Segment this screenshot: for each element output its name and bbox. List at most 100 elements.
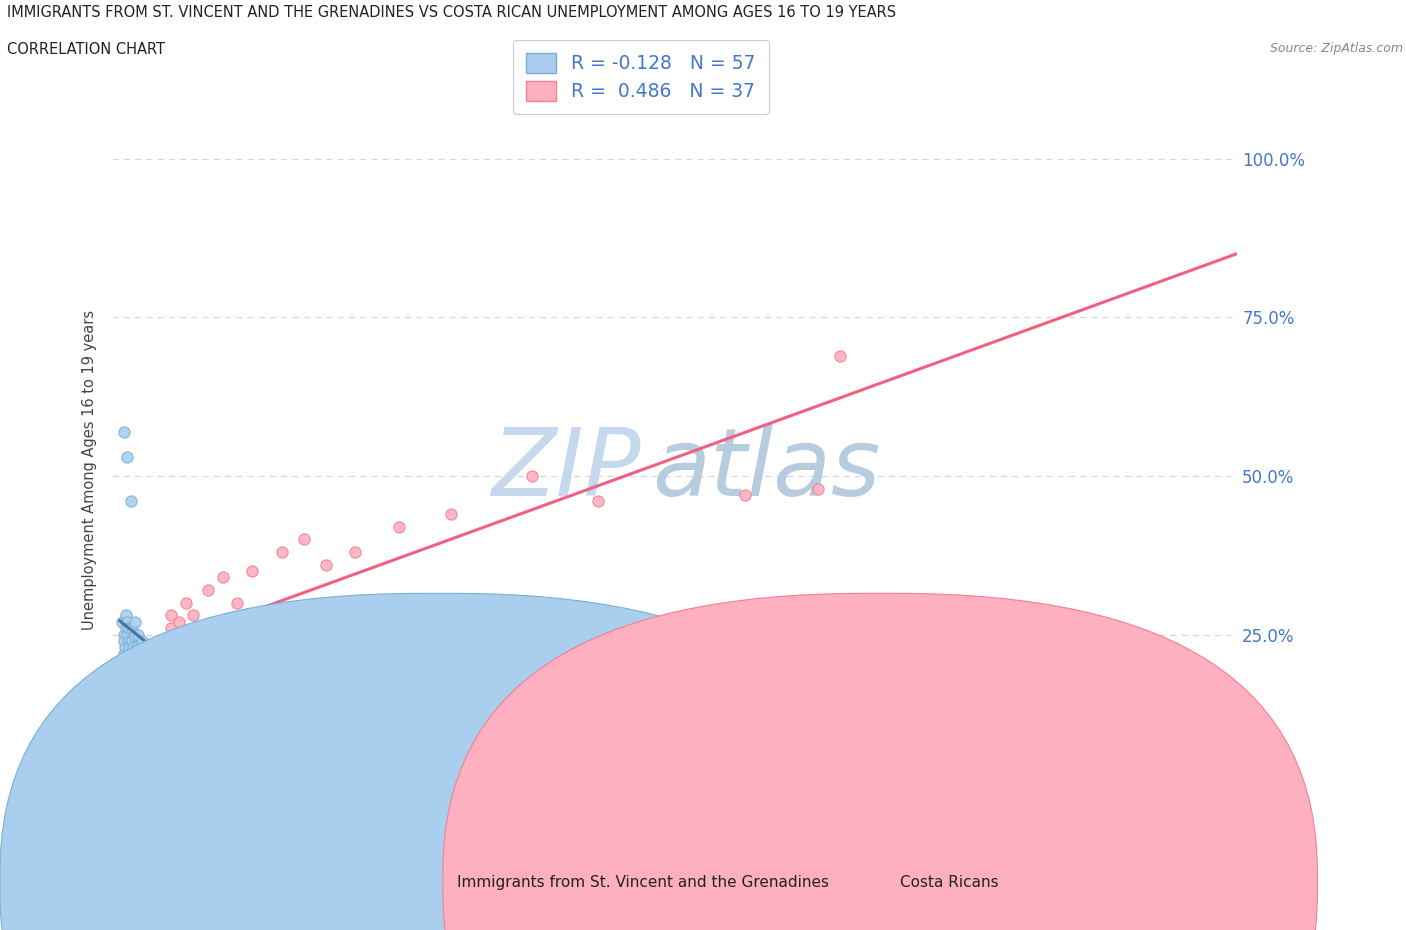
Point bbox=[167, 615, 190, 630]
Point bbox=[520, 469, 543, 484]
Point bbox=[145, 653, 167, 668]
Point bbox=[139, 658, 162, 673]
Point bbox=[183, 608, 205, 623]
Point bbox=[163, 658, 186, 673]
Point bbox=[586, 494, 609, 509]
Point bbox=[153, 653, 176, 668]
Point bbox=[256, 716, 278, 731]
Point bbox=[118, 640, 141, 655]
Point bbox=[127, 640, 149, 655]
Point bbox=[167, 665, 190, 680]
Point bbox=[114, 608, 136, 623]
Point bbox=[292, 532, 315, 547]
Point bbox=[112, 646, 135, 661]
Point bbox=[204, 690, 226, 705]
Text: Costa Ricans: Costa Ricans bbox=[900, 875, 998, 890]
Point bbox=[115, 646, 138, 661]
Point bbox=[120, 646, 142, 661]
Point bbox=[114, 640, 136, 655]
Point bbox=[138, 653, 160, 668]
Point bbox=[226, 703, 249, 718]
Point bbox=[197, 583, 219, 598]
Point bbox=[153, 633, 176, 648]
Legend: R = -0.128   N = 57, R =  0.486   N = 37: R = -0.128 N = 57, R = 0.486 N = 37 bbox=[513, 40, 769, 114]
Point bbox=[344, 545, 367, 560]
Point bbox=[160, 620, 183, 635]
Point bbox=[131, 678, 153, 693]
Point bbox=[124, 646, 146, 661]
Text: CORRELATION CHART: CORRELATION CHART bbox=[7, 42, 165, 57]
Point bbox=[145, 646, 167, 661]
Point bbox=[142, 646, 165, 661]
Text: ZIP: ZIP bbox=[492, 424, 641, 515]
Point bbox=[111, 615, 134, 630]
Point bbox=[131, 658, 153, 673]
Text: IMMIGRANTS FROM ST. VINCENT AND THE GRENADINES VS COSTA RICAN UNEMPLOYMENT AMONG: IMMIGRANTS FROM ST. VINCENT AND THE GREN… bbox=[7, 5, 896, 20]
Text: Immigrants from St. Vincent and the Grenadines: Immigrants from St. Vincent and the Gren… bbox=[457, 875, 830, 890]
Point bbox=[174, 671, 197, 686]
Point bbox=[315, 557, 337, 572]
Point bbox=[125, 665, 148, 680]
Point bbox=[240, 710, 263, 724]
Point bbox=[240, 564, 263, 578]
Point bbox=[115, 627, 138, 642]
Point bbox=[118, 633, 141, 648]
Point bbox=[118, 671, 141, 686]
Point bbox=[226, 595, 249, 610]
Point bbox=[114, 678, 136, 693]
Point bbox=[174, 595, 197, 610]
Point bbox=[270, 723, 292, 737]
Point bbox=[135, 646, 157, 661]
Point bbox=[112, 684, 135, 699]
Point bbox=[160, 665, 183, 680]
Point bbox=[807, 481, 830, 496]
Point bbox=[115, 615, 138, 630]
Point bbox=[131, 646, 153, 661]
Point bbox=[120, 684, 142, 699]
Point bbox=[112, 424, 135, 439]
Point bbox=[388, 519, 411, 534]
Point bbox=[153, 665, 176, 680]
Point bbox=[115, 449, 138, 464]
Point bbox=[125, 658, 148, 673]
Point bbox=[121, 620, 143, 635]
Point bbox=[145, 665, 167, 680]
Point bbox=[197, 684, 219, 699]
Point bbox=[121, 633, 143, 648]
Point bbox=[734, 487, 756, 502]
Point bbox=[112, 627, 135, 642]
Point bbox=[111, 671, 134, 686]
Point bbox=[132, 646, 155, 661]
Point bbox=[138, 658, 160, 673]
Point bbox=[124, 615, 146, 630]
Point bbox=[149, 658, 172, 673]
Point bbox=[440, 507, 463, 522]
Point bbox=[830, 348, 852, 363]
Point bbox=[211, 570, 233, 585]
Point bbox=[190, 684, 212, 699]
Point bbox=[131, 658, 153, 673]
Point bbox=[138, 665, 160, 680]
Text: Source: ZipAtlas.com: Source: ZipAtlas.com bbox=[1270, 42, 1403, 55]
Point bbox=[115, 665, 138, 680]
Point bbox=[183, 678, 205, 693]
Point bbox=[135, 658, 157, 673]
Point bbox=[122, 640, 145, 655]
Point bbox=[219, 697, 242, 711]
Point bbox=[114, 620, 136, 635]
Point bbox=[131, 633, 153, 648]
Point bbox=[127, 627, 149, 642]
Point bbox=[127, 671, 149, 686]
Point bbox=[138, 640, 160, 655]
Point bbox=[121, 671, 143, 686]
Point bbox=[120, 653, 142, 668]
Point bbox=[118, 620, 141, 635]
Point bbox=[124, 627, 146, 642]
Point bbox=[115, 658, 138, 673]
Point bbox=[124, 678, 146, 693]
Point bbox=[270, 545, 292, 560]
Point bbox=[160, 671, 183, 686]
Text: atlas: atlas bbox=[652, 424, 880, 515]
Point bbox=[160, 608, 183, 623]
Point bbox=[174, 678, 197, 693]
